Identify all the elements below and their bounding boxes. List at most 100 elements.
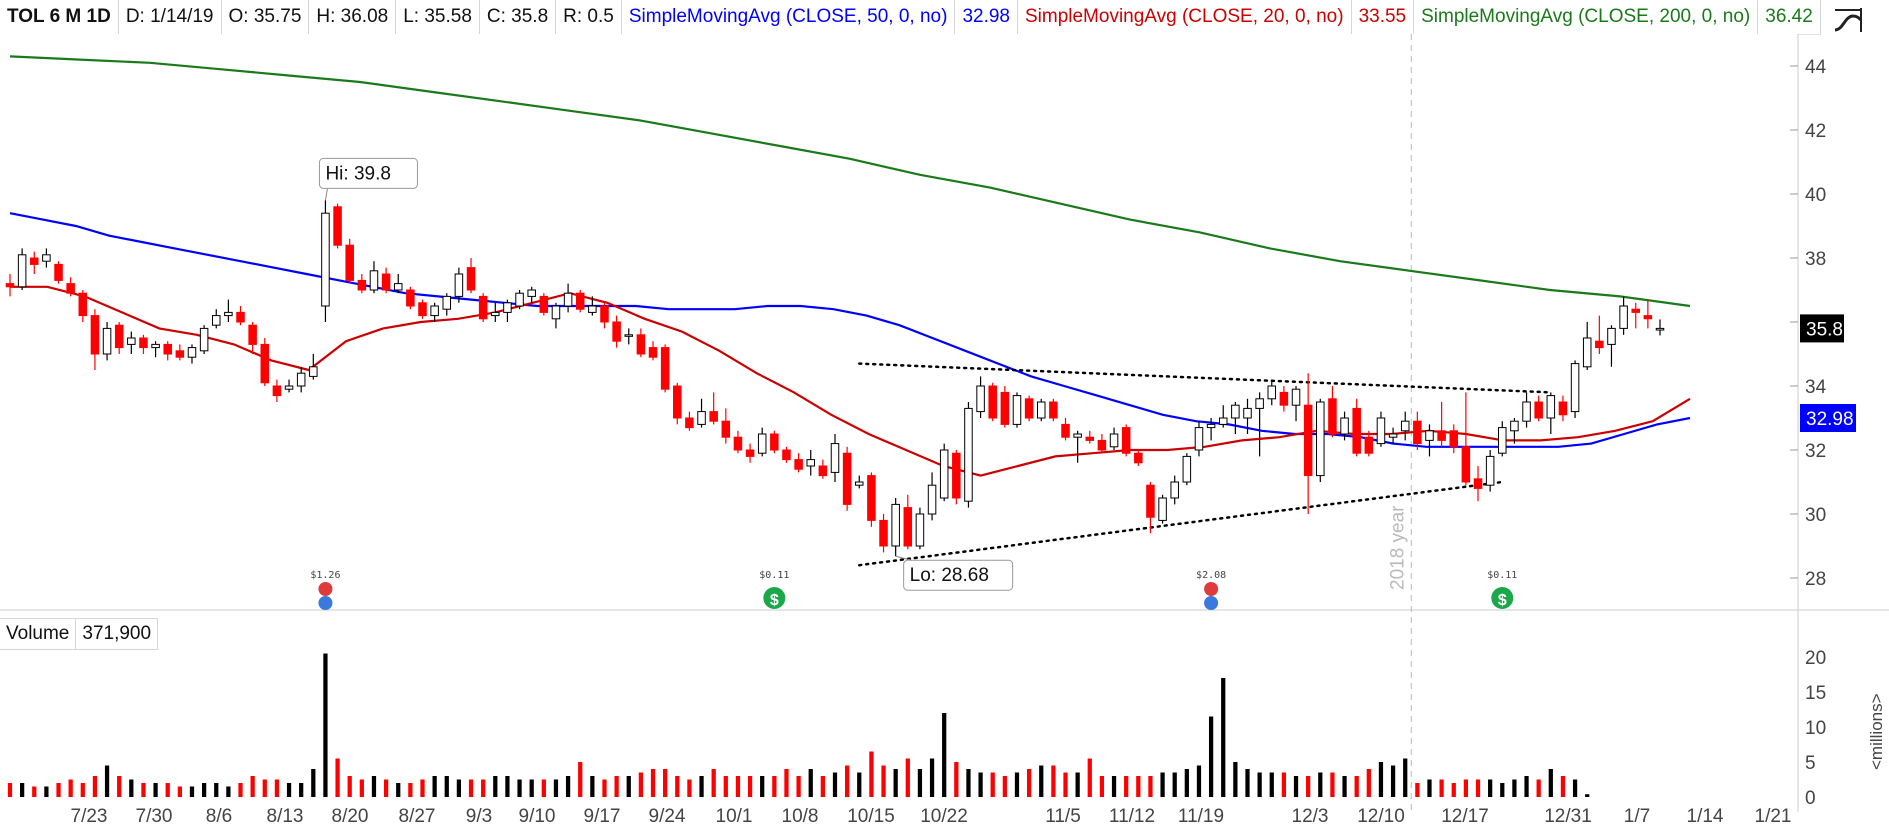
candle: [90, 309, 100, 370]
volume-bar: [578, 762, 583, 797]
volume-bar: [638, 772, 644, 797]
candle: [1279, 386, 1289, 412]
candle-body: [1413, 420, 1422, 445]
candle: [1570, 360, 1580, 418]
candle: [733, 430, 743, 454]
candle-body: [1425, 430, 1434, 441]
candle-body: [1267, 385, 1277, 400]
candle: [284, 379, 294, 393]
candle-body: [879, 519, 888, 547]
candle: [1655, 319, 1665, 336]
candle: [842, 446, 852, 511]
date-tick-label: 12/3: [1292, 806, 1329, 827]
volume-bar: [311, 769, 316, 797]
price-tick-label: 34: [1805, 377, 1827, 398]
volume-bar: [1160, 772, 1165, 797]
volume-bar: [1281, 772, 1287, 797]
volume-bar: [44, 786, 49, 797]
volume-bar: [857, 772, 862, 797]
candle-body: [1522, 401, 1531, 422]
candle: [430, 302, 439, 322]
candle-body: [369, 270, 379, 291]
candle: [1194, 421, 1204, 457]
sma50-price-tag: [1800, 404, 1856, 432]
candle: [1340, 411, 1349, 441]
volume-bar: [1172, 772, 1177, 797]
price-tick-label: 44: [1805, 57, 1827, 78]
candle: [1012, 392, 1022, 428]
volume-bar: [468, 779, 474, 797]
candle-body: [1352, 407, 1361, 454]
candle: [939, 443, 949, 502]
candle-body: [1097, 439, 1107, 451]
volume-bar: [1451, 783, 1456, 797]
volume-bar: [675, 776, 680, 797]
candle-body: [333, 206, 342, 246]
volume-bar: [1124, 776, 1129, 797]
candle: [988, 382, 997, 422]
candle: [685, 411, 694, 431]
volume-bar: [262, 779, 267, 797]
candle-body: [709, 411, 718, 422]
volume-bar: [1500, 783, 1505, 797]
candle: [54, 261, 63, 284]
volume-bar: [845, 765, 850, 797]
high-label: H: 36.08: [309, 0, 397, 34]
volume-bar: [80, 783, 85, 797]
volume-bar: [1439, 779, 1444, 797]
sma20-line: [10, 285, 1691, 477]
volume-bar: [869, 751, 874, 797]
date-tick-label: 8/13: [267, 806, 304, 827]
sma50-label[interactable]: SimpleMovingAvg (CLOSE, 50, 0, no): [622, 0, 956, 34]
candle-body: [1170, 481, 1179, 499]
candle-body: [1109, 433, 1119, 448]
drawing-tool-icon[interactable]: [1831, 2, 1865, 36]
candle: [588, 296, 597, 316]
candle-body: [296, 372, 306, 387]
candle-body: [1607, 327, 1616, 345]
candle: [697, 398, 706, 428]
sma20-label[interactable]: SimpleMovingAvg (CLOSE, 20, 0, no): [1018, 0, 1352, 34]
volume-bar: [978, 772, 983, 797]
candle-body: [855, 481, 864, 486]
date-tick-label: 10/1: [716, 806, 753, 827]
candle: [1134, 450, 1143, 466]
volume-bar: [553, 779, 559, 797]
volume-bar: [189, 786, 195, 797]
volume-bar: [117, 776, 122, 797]
candle: [818, 459, 828, 479]
date-tick-label: 10/15: [847, 806, 895, 827]
volume-bar: [1354, 776, 1359, 797]
candle: [418, 299, 427, 319]
candle-body: [830, 443, 840, 473]
sma200-label[interactable]: SimpleMovingAvg (CLOSE, 200, 0, no): [1414, 0, 1759, 34]
symbol-label[interactable]: TOL 6 M 1D: [0, 0, 119, 34]
volume-bar: [214, 783, 219, 797]
candle: [782, 446, 791, 463]
candle-body: [66, 283, 75, 294]
candle-body: [806, 459, 815, 467]
candle-body: [1036, 401, 1046, 419]
candle: [1510, 418, 1519, 444]
candle: [891, 498, 900, 557]
candle: [636, 328, 646, 358]
volume-bar: [820, 776, 825, 797]
candle-body: [466, 267, 476, 291]
candle-body: [976, 385, 985, 413]
candle: [1522, 392, 1531, 428]
volume-bar: [1208, 716, 1214, 797]
candle: [551, 302, 561, 329]
candle: [915, 507, 925, 550]
close-label: C: 35.8: [480, 0, 557, 34]
candle-body: [673, 385, 682, 419]
candle: [1352, 398, 1361, 457]
candle: [272, 379, 282, 402]
candle-body: [770, 433, 779, 451]
candle-body: [539, 295, 549, 313]
candle: [296, 366, 306, 393]
event-amount: $1.26: [310, 570, 340, 581]
volume-bar: [942, 713, 947, 797]
candle: [1061, 418, 1070, 441]
candle-body: [1218, 417, 1228, 425]
